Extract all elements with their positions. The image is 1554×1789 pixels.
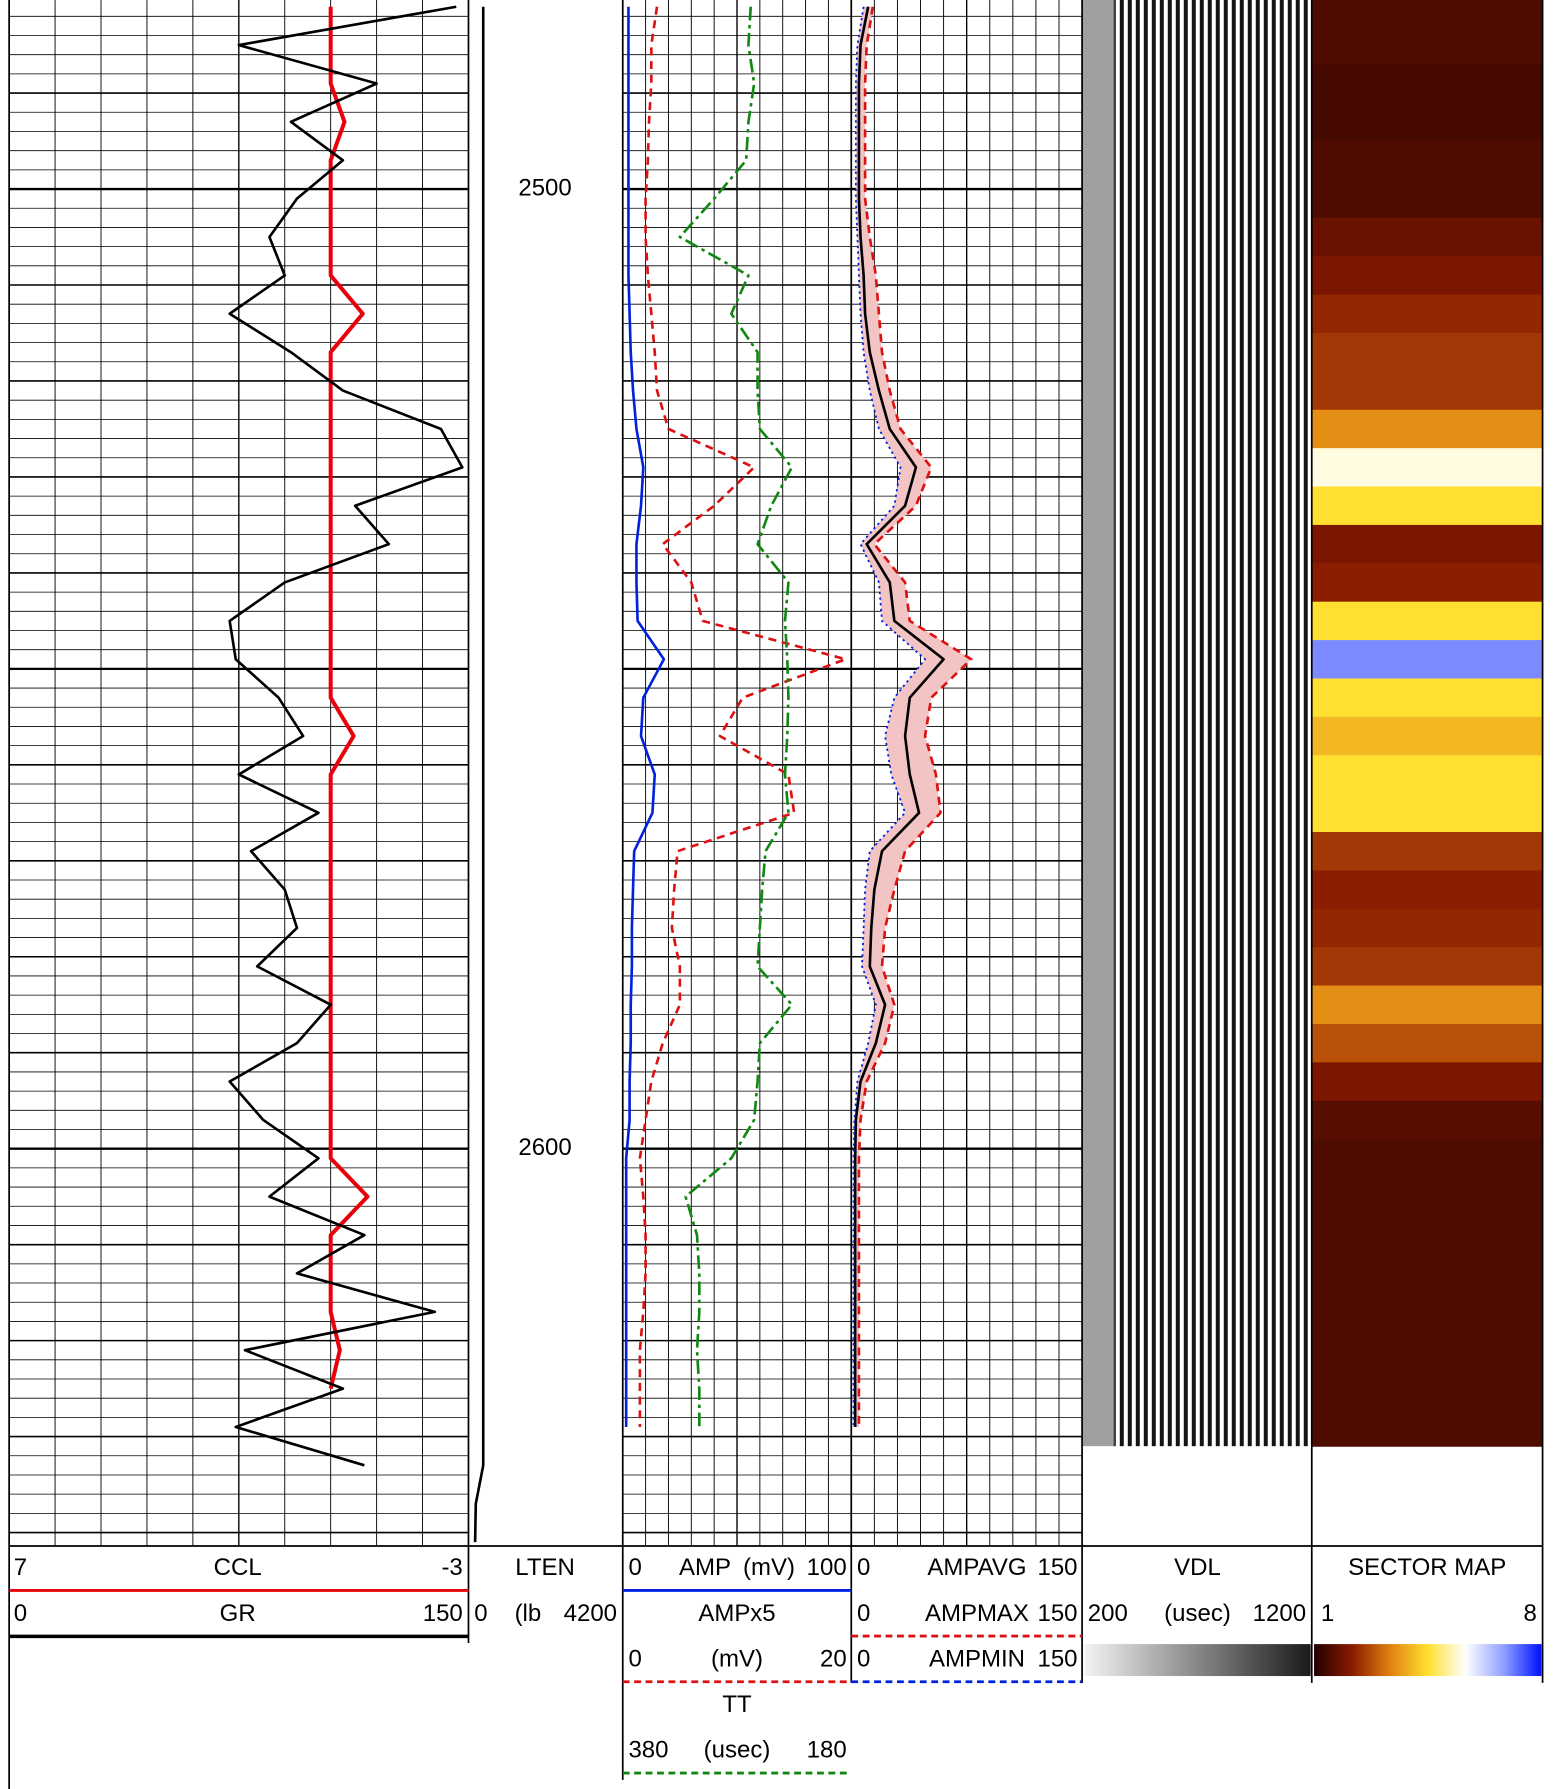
curve-unit: (mV) <box>743 1554 795 1581</box>
sector-map-cell <box>1311 563 1543 603</box>
scale-max: 20 <box>820 1645 847 1672</box>
sector-map-cell <box>1311 102 1543 142</box>
curve-ampx5 <box>638 6 847 1427</box>
map-name: SECTOR MAP <box>1348 1554 1506 1581</box>
sector-map-cell <box>1311 1292 1543 1332</box>
sector-map-cell <box>1311 332 1543 372</box>
scale-min: 0 <box>857 1600 870 1627</box>
scale-max: -3 <box>441 1554 462 1581</box>
sector-map-cell <box>1311 256 1543 296</box>
sector-map-cell <box>1311 908 1543 948</box>
sector-map-cell <box>1311 0 1543 27</box>
scale-min: 380 <box>628 1737 668 1764</box>
sector-map-cell <box>1311 141 1543 181</box>
scale-max: 180 <box>807 1737 847 1764</box>
curve-amp <box>624 6 666 1427</box>
depth-label: 2500 <box>518 174 571 201</box>
scale-max: 150 <box>1037 1645 1077 1672</box>
image-unit: (usec) <box>1164 1600 1231 1627</box>
sector-map-cell <box>1311 486 1543 526</box>
curve-name: AMPMIN <box>929 1645 1025 1672</box>
curve-name: AMPMAX <box>925 1600 1029 1627</box>
sector-map-cell <box>1311 640 1543 680</box>
curve-name: TT <box>722 1691 752 1718</box>
curve-ccl <box>328 6 370 1390</box>
vdl-color-legend <box>1084 1644 1311 1677</box>
sector-map-cell <box>1311 1369 1543 1409</box>
scale-min: 7 <box>14 1554 27 1581</box>
sector-map-cell <box>1311 448 1543 488</box>
image-name: VDL <box>1174 1554 1221 1581</box>
curve-lten <box>473 6 485 1543</box>
scale-min: 0 <box>628 1554 641 1581</box>
sector-map-cell <box>1311 409 1543 449</box>
scale-min: 0 <box>857 1645 870 1672</box>
curve-unit: (mV) <box>711 1645 763 1672</box>
sector-map-cell <box>1311 217 1543 257</box>
sector-map-cell <box>1311 947 1543 987</box>
curve-name: AMPAVG <box>927 1554 1026 1581</box>
curve-gr <box>228 5 464 1467</box>
scale-max: 8 <box>1524 1600 1537 1627</box>
sector-map-cell <box>1311 64 1543 104</box>
amplitude-range-shade <box>853 6 972 1427</box>
scale-max: 150 <box>1037 1554 1077 1581</box>
sector-map-cell <box>1311 870 1543 910</box>
sector-map-cell <box>1311 1100 1543 1140</box>
scale-min: 0 <box>14 1600 27 1627</box>
sector-map-cell <box>1311 601 1543 641</box>
curve-name: GR <box>220 1600 256 1627</box>
sector-map-cell <box>1311 755 1543 795</box>
depth-label: 2600 <box>518 1134 571 1161</box>
sector-map-cell <box>1311 524 1543 564</box>
sector-map-cell <box>1311 25 1543 65</box>
curve-name: AMP <box>679 1554 731 1581</box>
curve-name: LTEN <box>515 1554 575 1581</box>
curve-ampavg <box>853 6 945 1427</box>
sector-map-cell <box>1311 716 1543 756</box>
sector-map-cell <box>1311 832 1543 871</box>
scale-max: 1200 <box>1253 1600 1306 1627</box>
sector-map-cell <box>1311 1331 1543 1370</box>
curve-tt <box>678 6 794 1427</box>
sector-map-cell <box>1311 1407 1543 1447</box>
curve-name: CCL <box>214 1554 262 1581</box>
sector-map-cell <box>1311 1177 1543 1217</box>
curve-ampmin <box>852 6 927 1427</box>
sector-map-color-legend <box>1314 1644 1542 1677</box>
sector-map-cell <box>1311 985 1543 1025</box>
scale-min: 1 <box>1321 1600 1334 1627</box>
scale-min: 0 <box>628 1645 641 1672</box>
sector-map-cell <box>1311 1139 1543 1179</box>
scale-max: 100 <box>807 1554 847 1581</box>
scale-min: 0 <box>857 1554 870 1581</box>
sector-map-cell <box>1311 294 1543 334</box>
vdl-waveform-image <box>1114 0 1312 1447</box>
scale-min: 0 <box>474 1600 487 1627</box>
scale-max: 150 <box>1037 1600 1077 1627</box>
scale-max: 4200 <box>564 1600 617 1627</box>
vdl-first-arrival-zone <box>1082 0 1115 1447</box>
scale-max: 150 <box>423 1600 463 1627</box>
curve-ampmax <box>857 6 973 1427</box>
curve-unit: (usec) <box>704 1737 771 1764</box>
curve-name: AMPx5 <box>698 1600 775 1627</box>
curve-unit: (lb <box>515 1600 542 1627</box>
scale-min: 200 <box>1088 1600 1128 1627</box>
sector-map-cell <box>1311 371 1543 411</box>
sector-map-cell <box>1311 1062 1543 1102</box>
sector-map-cell <box>1311 1023 1543 1063</box>
sector-map-cell <box>1311 1254 1543 1294</box>
sector-map-cell <box>1311 1215 1543 1255</box>
sector-map-cell <box>1311 179 1543 219</box>
sector-map-cell <box>1311 793 1543 833</box>
sector-map-cell <box>1311 678 1543 718</box>
